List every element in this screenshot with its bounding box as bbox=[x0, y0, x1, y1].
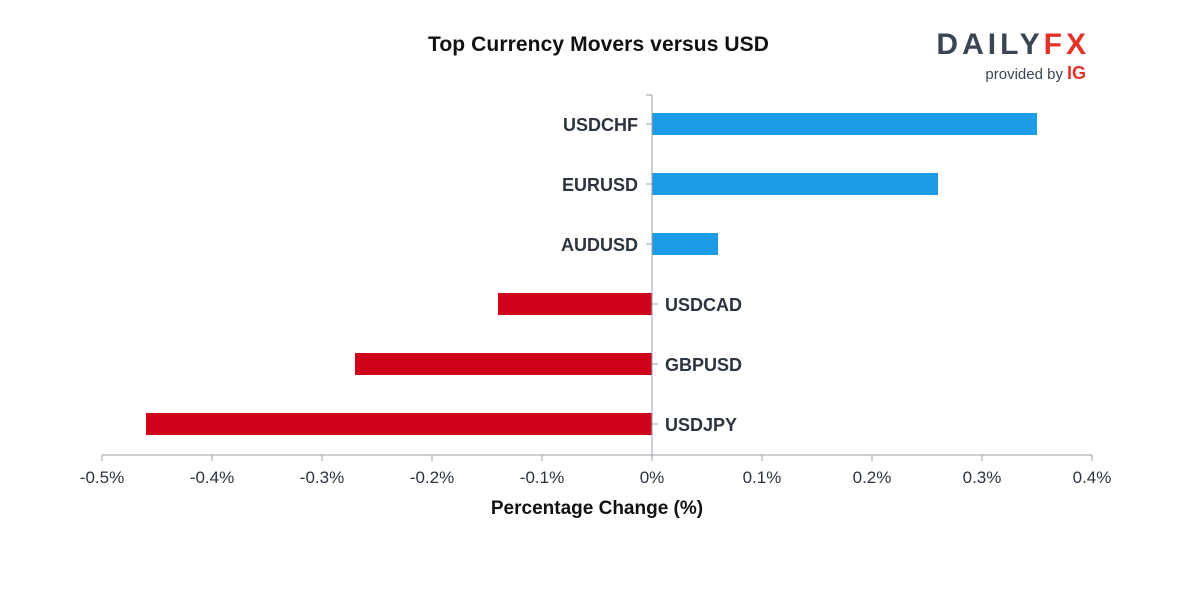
x-tick-label-8: 0.3% bbox=[963, 468, 1002, 487]
category-label-eurusd: EURUSD bbox=[562, 175, 638, 195]
x-tick-label-3: -0.2% bbox=[410, 468, 454, 487]
axis-layer bbox=[101, 94, 1093, 461]
labels-layer: USDCHF EURUSD AUDUSD USDCAD GBPUSD USDJPY -0.5… bbox=[80, 115, 1112, 487]
bar-audusd bbox=[652, 233, 718, 255]
bars-layer bbox=[146, 113, 1037, 435]
chart-title: Top Currency Movers versus USD bbox=[428, 33, 770, 56]
x-tick-label-4: -0.1% bbox=[520, 468, 564, 487]
x-axis-title: Percentage Change (%) bbox=[491, 498, 703, 519]
category-label-usdchf: USDCHF bbox=[563, 115, 638, 135]
category-label-usdcad: USDCAD bbox=[665, 295, 742, 315]
provided-by-text: provided by bbox=[985, 66, 1063, 83]
x-tick-label-9: 0.4% bbox=[1073, 468, 1112, 487]
logo-daily-text: DAILY bbox=[936, 28, 1044, 61]
category-label-audusd: AUDUSD bbox=[561, 235, 638, 255]
logo-wordmark: DAILYFX bbox=[936, 28, 1090, 62]
bar-usdjpy bbox=[146, 413, 652, 435]
dailyfx-logo: DAILYFX provided by IG bbox=[930, 28, 1090, 88]
logo-fx-text: FX bbox=[1043, 28, 1090, 61]
logo-provided-by: provided by IG bbox=[985, 63, 1086, 85]
x-tick-label-2: -0.3% bbox=[300, 468, 344, 487]
x-tick-label-0: -0.5% bbox=[80, 468, 124, 487]
bar-gbpusd bbox=[355, 353, 652, 375]
category-label-gbpusd: GBPUSD bbox=[665, 355, 742, 375]
x-tick-label-6: 0.1% bbox=[743, 468, 782, 487]
x-tick-label-1: -0.4% bbox=[190, 468, 234, 487]
x-tick-label-5: 0% bbox=[640, 468, 665, 487]
bar-usdcad bbox=[498, 293, 652, 315]
x-tick-label-7: 0.2% bbox=[853, 468, 892, 487]
ig-logo-text: IG bbox=[1066, 63, 1086, 83]
bar-usdchf bbox=[652, 113, 1037, 135]
category-label-usdjpy: USDJPY bbox=[665, 415, 737, 435]
bar-eurusd bbox=[652, 173, 938, 195]
